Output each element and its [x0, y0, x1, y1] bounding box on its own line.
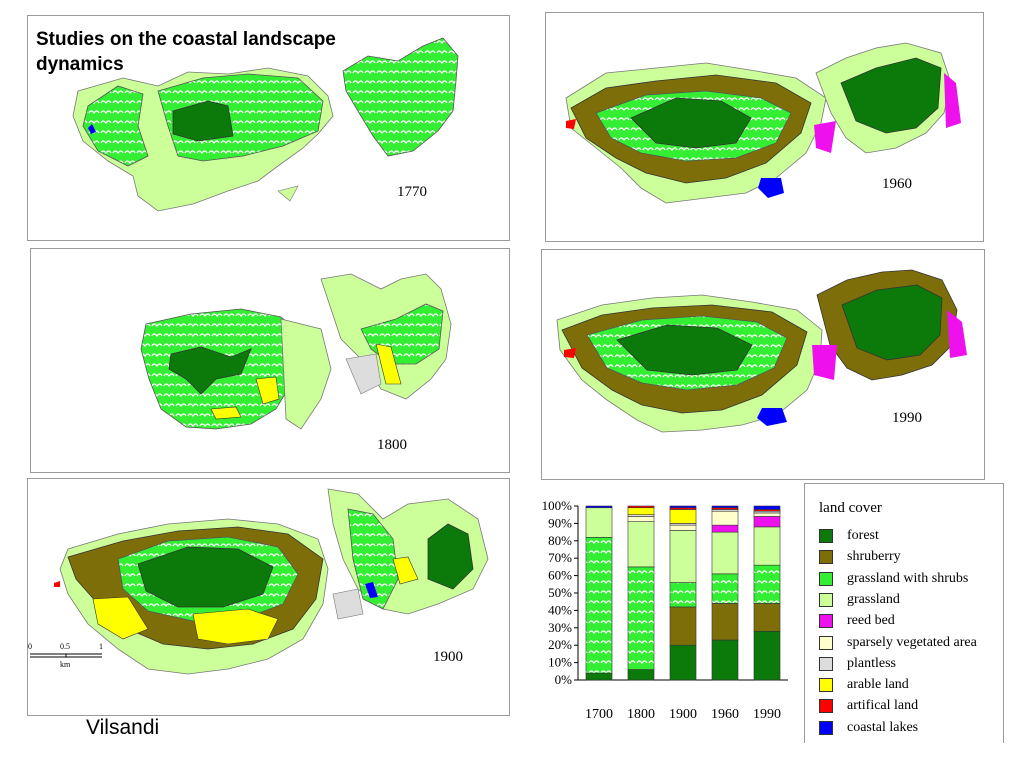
- map-panel-1900: 1900: [27, 478, 510, 716]
- y-tick-label: 100%: [542, 498, 573, 513]
- legend-label: shruberry: [847, 549, 901, 565]
- map-panel-1960: 1960: [545, 12, 984, 242]
- bar-segment-1990-forest: [753, 630, 781, 681]
- bar-segment-1990-grassland-with-shrubs: [753, 564, 781, 604]
- legend-swatch: [819, 656, 833, 671]
- bar-segment-1900-forest: [669, 644, 697, 681]
- bar-segment-1800-grassland: [627, 521, 655, 568]
- y-tick-label: 80%: [548, 533, 572, 548]
- map-1960: [565, 42, 961, 204]
- year-label-1990: 1990: [892, 410, 922, 426]
- bar-segment-1990-sparsely-vegetated-area: [753, 512, 781, 517]
- legend-swatch: [819, 592, 833, 607]
- y-tick-label: 60%: [548, 568, 572, 583]
- legend-swatch: [819, 614, 833, 629]
- x-tick-label: 1960: [711, 707, 739, 722]
- page-title: Studies on the coastal landscape dynamic…: [36, 29, 336, 75]
- bar-segment-1900-shruberry: [669, 606, 697, 646]
- y-tick-label: 40%: [548, 602, 572, 617]
- legend-label: forest: [847, 528, 879, 543]
- x-tick-label: 1700: [585, 707, 613, 722]
- scale-tick-0: 0: [28, 642, 32, 651]
- bar-segment-1990-shruberry: [753, 603, 781, 632]
- bar-segment-1990-coastal-lakes: [753, 505, 781, 510]
- map-panel-1770: Studies on the coastal landscape dynamic…: [27, 15, 510, 241]
- bar-segment-1800-artifical-land: [627, 505, 655, 509]
- y-tick-label: 70%: [548, 550, 572, 565]
- legend-swatch: [819, 678, 833, 693]
- bar-segment-1800-grassland-with-shrubs: [627, 566, 655, 670]
- y-tick-label: 90%: [548, 515, 572, 530]
- legend-swatch: [819, 571, 833, 586]
- y-tick-label: 20%: [548, 637, 572, 652]
- x-tick-label: 1990: [753, 707, 781, 722]
- y-tick-label: 0%: [555, 672, 573, 687]
- legend-swatch: [819, 635, 833, 650]
- bar-segment-1960-forest: [711, 639, 739, 681]
- year-label-1900: 1900: [433, 649, 463, 665]
- bar-segment-1900-coastal-lakes: [669, 505, 697, 509]
- year-label-1800: 1800: [377, 437, 407, 453]
- bar-segment-1800-sparsely-vegetated-area: [627, 516, 655, 522]
- y-tick-label: 30%: [548, 620, 572, 635]
- scale-tick-1: 1: [99, 642, 103, 651]
- bar-segment-1700-grassland-with-shrubs: [585, 537, 613, 674]
- legend-swatch: [819, 529, 833, 543]
- bar-segment-1960-grassland: [711, 531, 739, 575]
- legend-label: artifical land: [847, 698, 919, 714]
- year-label-1960: 1960: [882, 176, 912, 192]
- bar-segment-1800-arable-land: [627, 507, 655, 515]
- x-tick-label: 1900: [669, 707, 697, 722]
- scale-bar-line: [30, 653, 102, 658]
- bar-segment-1960-grassland-with-shrubs: [711, 573, 739, 604]
- bar-segment-1990-grassland: [753, 526, 781, 566]
- legend-label: coastal lakes: [847, 719, 919, 735]
- map-panel-1990: 1990: [541, 249, 985, 480]
- legend-label: sparsely vegetated area: [847, 634, 977, 650]
- legend-label: arable land: [847, 677, 909, 693]
- scale-bar: 0 0.5 1 km: [28, 642, 108, 672]
- bar-segment-1800-forest: [627, 669, 655, 681]
- bar-segment-1700-coastal-lakes: [585, 505, 613, 509]
- x-tick-label: 1800: [627, 707, 655, 722]
- map-panel-1800: 1800: [30, 248, 510, 473]
- y-tick-label: 50%: [548, 585, 572, 600]
- bar-segment-1990-reed-bed: [753, 516, 781, 528]
- bar-segment-1900-arable-land: [669, 509, 697, 524]
- legend-label: reed bed: [847, 613, 895, 629]
- bar-segment-1960-reed-bed: [711, 524, 739, 533]
- bar-segment-1960-coastal-lakes: [711, 505, 739, 509]
- bar-segment-1700-grassland: [585, 507, 613, 538]
- legend-label: grassland with shrubs: [847, 570, 969, 586]
- legend-swatch: [819, 550, 833, 565]
- bar-segment-1900-sparsely-vegetated-area: [669, 524, 697, 531]
- scale-unit: km: [60, 660, 71, 669]
- legend-label: grassland: [847, 591, 900, 607]
- legend-swatch: [819, 720, 833, 735]
- scale-tick-half: 0.5: [60, 642, 70, 651]
- bar-segment-1900-grassland: [669, 530, 697, 583]
- place-name: Vilsandi: [86, 716, 160, 739]
- bar-segment-1700-forest: [585, 672, 613, 681]
- bar-segment-1960-sparsely-vegetated-area: [711, 510, 739, 526]
- legend-swatch: [819, 699, 833, 714]
- map-1900: [54, 488, 489, 675]
- map-1770: [72, 37, 459, 212]
- bar-segment-1900-grassland-with-shrubs: [669, 582, 697, 608]
- map-1800: [140, 273, 452, 430]
- year-label-1770: 1770: [397, 184, 427, 200]
- bar-segment-1960-shruberry: [711, 603, 739, 641]
- map-1990: [556, 269, 967, 433]
- land-cover-stacked-bar-chart: 0% 10% 20% 30% 40% 50% 60% 70% 80% 90% 100% 1700 180…: [542, 498, 788, 722]
- y-tick-label: 10%: [548, 655, 572, 670]
- legend: land cover forest shruberry grassland with…: [804, 483, 1004, 743]
- legend-title: land cover: [819, 500, 882, 516]
- legend-label: plantless: [847, 655, 896, 671]
